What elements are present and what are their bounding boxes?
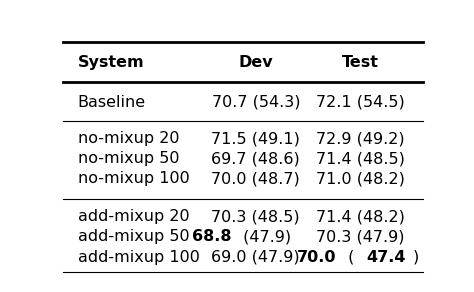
Text: ): ) [412, 250, 419, 265]
Text: 70.3 (47.9): 70.3 (47.9) [316, 230, 405, 244]
Text: no-mixup 100: no-mixup 100 [78, 171, 190, 186]
Text: add-mixup 50: add-mixup 50 [78, 230, 189, 244]
Text: System: System [78, 55, 144, 70]
Text: 69.7 (48.6): 69.7 (48.6) [211, 151, 300, 166]
Text: 72.9 (49.2): 72.9 (49.2) [316, 131, 405, 146]
Text: 68.8: 68.8 [192, 230, 232, 244]
Text: 71.5 (49.1): 71.5 (49.1) [211, 131, 300, 146]
Text: (: ( [343, 250, 355, 265]
Text: add-mixup 100: add-mixup 100 [78, 250, 200, 265]
Text: 71.4 (48.5): 71.4 (48.5) [316, 151, 405, 166]
Text: Baseline: Baseline [78, 95, 146, 110]
Text: 71.4 (48.2): 71.4 (48.2) [316, 209, 405, 224]
Text: Dev: Dev [238, 55, 273, 70]
Text: no-mixup 20: no-mixup 20 [78, 131, 179, 146]
Text: 71.0 (48.2): 71.0 (48.2) [316, 171, 405, 186]
Text: 70.7 (54.3): 70.7 (54.3) [211, 95, 300, 110]
Text: 70.0: 70.0 [297, 250, 336, 265]
Text: 70.3 (48.5): 70.3 (48.5) [211, 209, 300, 224]
Text: 47.4: 47.4 [366, 250, 406, 265]
Text: add-mixup 20: add-mixup 20 [78, 209, 189, 224]
Text: (47.9): (47.9) [238, 230, 292, 244]
Text: 70.0 (48.7): 70.0 (48.7) [211, 171, 300, 186]
Text: 69.0 (47.9): 69.0 (47.9) [211, 250, 300, 265]
Text: Test: Test [342, 55, 379, 70]
Text: 72.1 (54.5): 72.1 (54.5) [316, 95, 405, 110]
Text: no-mixup 50: no-mixup 50 [78, 151, 179, 166]
